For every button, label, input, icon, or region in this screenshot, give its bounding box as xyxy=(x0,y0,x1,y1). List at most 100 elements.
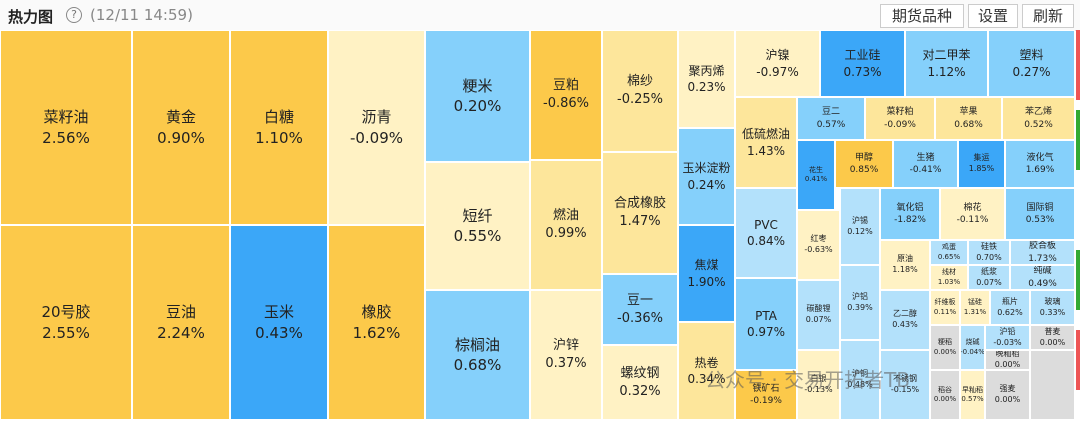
tile[interactable]: 碳酸锂 0.07% xyxy=(797,280,840,350)
help-icon[interactable]: ? xyxy=(66,7,82,23)
tile[interactable]: 乙二醇 0.43% xyxy=(880,290,930,350)
tile[interactable]: 工业硅 0.73% xyxy=(820,30,905,97)
tile-name: 原油 xyxy=(897,254,913,264)
tile-change: 0.48% xyxy=(847,380,873,389)
timestamp: (12/11 14:59) xyxy=(90,6,193,24)
tile[interactable]: 玻璃 0.33% xyxy=(1030,290,1075,325)
tile[interactable]: 棕榈油 0.68% xyxy=(425,290,530,420)
tile-change: 1.85% xyxy=(968,164,995,173)
tile[interactable]: 铁矿石 -0.19% xyxy=(735,370,797,420)
tile[interactable]: 纸浆 0.07% xyxy=(968,265,1010,290)
tile[interactable]: 烧碱 -0.04% xyxy=(960,325,985,370)
tile-change: -0.04% xyxy=(960,347,985,356)
tile[interactable]: 塑料 0.27% xyxy=(988,30,1075,97)
button[interactable]: 期货品种 xyxy=(880,4,964,28)
tile[interactable]: 集运 1.85% xyxy=(958,140,1005,188)
tile[interactable]: 沪铜 0.48% xyxy=(840,340,880,420)
tile[interactable]: 橡胶 1.62% xyxy=(328,225,425,420)
tile-change: 0.00% xyxy=(933,395,957,403)
tile-change: 1.03% xyxy=(937,277,961,286)
tile[interactable]: 强麦 0.00% xyxy=(985,370,1030,420)
tile[interactable]: 纯碱 0.49% xyxy=(1010,265,1075,290)
tile[interactable]: 棉纱 -0.25% xyxy=(602,30,678,152)
tile[interactable]: 豆二 0.57% xyxy=(797,97,865,140)
tile[interactable]: 沪锡 0.12% xyxy=(840,188,880,265)
tile[interactable]: 稻谷 0.00% xyxy=(930,370,960,420)
tile[interactable]: 晚籼稻 0.00% xyxy=(985,350,1030,370)
tile[interactable]: 短纤 0.55% xyxy=(425,162,530,290)
tile[interactable]: 沪锌 0.37% xyxy=(530,290,602,420)
tile[interactable]: 合成橡胶 1.47% xyxy=(602,152,678,274)
tile[interactable]: 瓶片 0.62% xyxy=(990,290,1030,325)
tile[interactable]: 玉米淀粉 0.24% xyxy=(678,128,735,225)
tile[interactable]: 沪镍 -0.97% xyxy=(735,30,820,97)
tile[interactable]: 白糖 1.10% xyxy=(230,30,328,225)
tile[interactable]: 纤维板 0.11% xyxy=(930,290,960,325)
tile[interactable]: 黄金 0.90% xyxy=(132,30,230,225)
tile-name: 锰硅 xyxy=(968,298,982,307)
tile[interactable]: 菜籽粕 -0.09% xyxy=(865,97,935,140)
tile[interactable]: 鸡蛋 0.65% xyxy=(930,240,968,265)
tile-change: -0.09% xyxy=(349,128,404,147)
tile[interactable]: 20号胶 2.55% xyxy=(0,225,132,420)
tile-change: 0.57% xyxy=(961,395,984,403)
tile-change: 0.97% xyxy=(746,325,786,339)
tile[interactable]: 焦煤 1.90% xyxy=(678,225,735,322)
tile-change: 0.99% xyxy=(545,226,587,241)
tile[interactable]: 粳稻 0.00% xyxy=(930,325,960,370)
tile[interactable]: 花生 0.41% xyxy=(797,140,835,210)
tile-name: 强麦 xyxy=(999,384,1016,394)
tile[interactable]: 螺纹钢 0.32% xyxy=(602,345,678,420)
tile[interactable]: 沪铝 0.39% xyxy=(840,265,880,340)
tile-name: 塑料 xyxy=(1019,48,1044,63)
tile[interactable]: 硅铁 0.70% xyxy=(968,240,1010,265)
tile-name: 苯乙烯 xyxy=(1024,107,1052,118)
tile-change: -0.97% xyxy=(756,64,799,79)
tile[interactable]: 热卷 0.34% xyxy=(678,322,735,420)
tile[interactable]: 生猪 -0.41% xyxy=(893,140,958,188)
tile[interactable]: 对二甲苯 1.12% xyxy=(905,30,988,97)
tile[interactable]: 豆油 2.24% xyxy=(132,225,230,420)
tile[interactable]: 甲醇 0.85% xyxy=(835,140,893,188)
tile[interactable]: 沥青 -0.09% xyxy=(328,30,425,225)
tile-name: 玉米淀粉 xyxy=(682,161,731,176)
tile[interactable]: 红枣 -0.63% xyxy=(797,210,840,280)
tile-name: 白糖 xyxy=(263,108,294,127)
tile[interactable]: 早籼稻 0.57% xyxy=(960,370,985,420)
tile[interactable]: 菜籽油 2.56% xyxy=(0,30,132,225)
tile[interactable]: 玉米 0.43% xyxy=(230,225,328,420)
tile[interactable]: 燃油 0.99% xyxy=(530,160,602,290)
tile-change: 1.73% xyxy=(1028,253,1057,264)
tile[interactable]: 棉花 -0.11% xyxy=(940,188,1005,240)
button[interactable]: 设置 xyxy=(968,4,1018,28)
tile-name: 黄金 xyxy=(165,108,196,127)
tile[interactable]: 氧化铝 -1.82% xyxy=(880,188,940,240)
tile[interactable]: 普麦 0.00% xyxy=(1030,325,1075,350)
tile[interactable]: 液化气 1.69% xyxy=(1005,140,1075,188)
tile[interactable]: 沪铅 -0.03% xyxy=(985,325,1030,350)
tile[interactable]: 不锈钢 -0.15% xyxy=(880,350,930,420)
tile[interactable]: 原油 1.18% xyxy=(880,240,930,290)
tile[interactable]: 锰硅 1.31% xyxy=(960,290,990,325)
tile-name: 20号胶 xyxy=(41,303,91,322)
tile-change: -0.13% xyxy=(804,385,833,394)
button[interactable]: 刷新 xyxy=(1022,4,1074,28)
tile[interactable]: 苯乙烯 0.52% xyxy=(1002,97,1075,140)
tile[interactable]: 粳米 0.20% xyxy=(425,30,530,162)
tile[interactable]: PVC 0.84% xyxy=(735,188,797,278)
tile[interactable]: 胶合板 1.73% xyxy=(1010,240,1075,265)
tile[interactable]: 聚丙烯 0.23% xyxy=(678,30,735,128)
tile[interactable]: 豆一 -0.36% xyxy=(602,274,678,345)
tile[interactable]: 苹果 0.68% xyxy=(935,97,1002,140)
tile[interactable]: 低硫燃油 1.43% xyxy=(735,97,797,188)
tile xyxy=(1030,350,1075,420)
tile[interactable]: PTA 0.97% xyxy=(735,278,797,370)
tile-name: 稻谷 xyxy=(938,385,952,394)
tile[interactable]: 豆粕 -0.86% xyxy=(530,30,602,160)
tile-change: 1.18% xyxy=(892,265,918,274)
tile[interactable]: 国际铜 0.53% xyxy=(1005,188,1075,240)
tile[interactable]: 线材 1.03% xyxy=(930,265,968,290)
tile-name: 沥青 xyxy=(361,108,392,127)
tile-change: 0.52% xyxy=(1024,119,1053,130)
tile[interactable]: 白银 -0.13% xyxy=(797,350,840,420)
